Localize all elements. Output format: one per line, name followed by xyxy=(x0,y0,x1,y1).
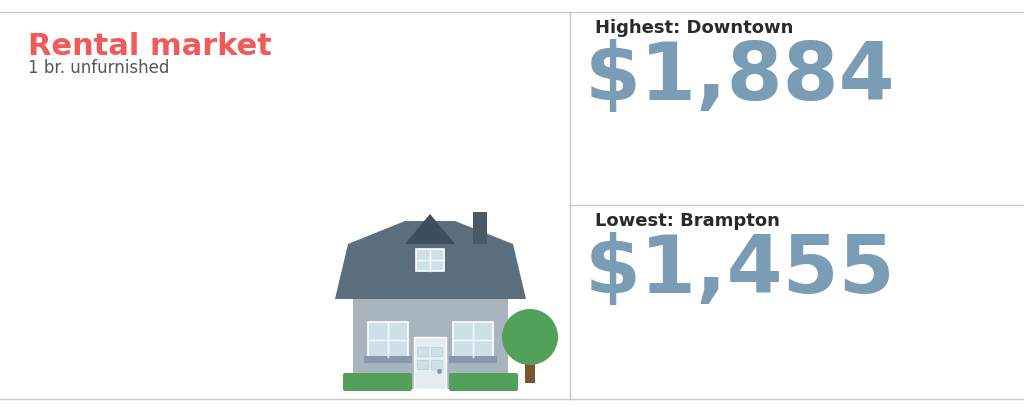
FancyBboxPatch shape xyxy=(431,360,442,369)
FancyBboxPatch shape xyxy=(353,299,508,389)
Polygon shape xyxy=(406,214,455,244)
FancyBboxPatch shape xyxy=(417,347,428,356)
FancyBboxPatch shape xyxy=(473,212,487,244)
Text: Rental market: Rental market xyxy=(28,32,272,61)
FancyBboxPatch shape xyxy=(525,353,535,383)
FancyBboxPatch shape xyxy=(414,337,446,389)
FancyBboxPatch shape xyxy=(431,347,442,356)
Text: Lowest: Brampton: Lowest: Brampton xyxy=(595,212,780,230)
FancyBboxPatch shape xyxy=(417,360,428,369)
FancyBboxPatch shape xyxy=(343,373,412,391)
FancyBboxPatch shape xyxy=(453,322,493,357)
FancyBboxPatch shape xyxy=(449,356,497,363)
Polygon shape xyxy=(335,244,526,299)
Circle shape xyxy=(502,309,558,365)
Text: Highest: Downtown: Highest: Downtown xyxy=(595,19,794,37)
FancyBboxPatch shape xyxy=(364,356,412,363)
Polygon shape xyxy=(348,221,513,244)
FancyBboxPatch shape xyxy=(416,249,444,271)
FancyBboxPatch shape xyxy=(449,373,518,391)
Text: $1,455: $1,455 xyxy=(585,232,896,310)
FancyBboxPatch shape xyxy=(368,322,408,357)
Text: $1,884: $1,884 xyxy=(585,39,896,117)
Text: 1 br. unfurnished: 1 br. unfurnished xyxy=(28,59,169,77)
